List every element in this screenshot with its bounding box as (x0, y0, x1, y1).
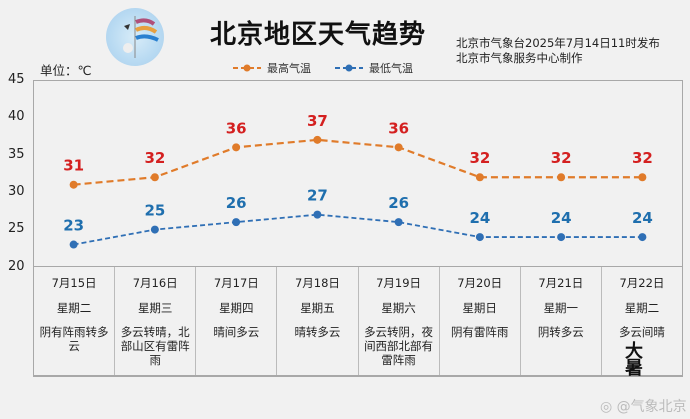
y-tick-25: 25 (8, 221, 25, 236)
forecast-day-4: 7月18日 星期五 晴转多云 (277, 267, 359, 375)
day-weekday: 星期二 (624, 301, 660, 315)
day-date: 7月22日 (619, 276, 665, 290)
data-point (475, 233, 484, 242)
weibo-icon: ◎ (600, 399, 613, 415)
forecast-day-2: 7月16日 星期三 多云转晴，北部山区有雷阵雨 (115, 267, 197, 375)
day-condition: 多云转阴，夜间西部北部有雷阵雨 (364, 325, 434, 367)
day-weekday: 星期五 (300, 301, 335, 315)
meteorological-service-logo (106, 8, 164, 66)
issuer-line-2: 北京市气象服务中心制作 (456, 51, 583, 65)
forecast-day-5: 7月19日 星期六 多云转阴，夜间西部北部有雷阵雨 (359, 267, 440, 375)
data-label: 37 (307, 112, 328, 130)
forecast-day-1: 7月15日 星期二 阴有阵雨转多云 (34, 267, 116, 375)
data-point (394, 143, 403, 152)
data-label: 32 (144, 149, 165, 167)
data-label: 24 (632, 209, 653, 227)
forecast-day-3: 7月17日 星期四 晴间多云 (196, 267, 278, 375)
day-weekday: 星期二 (56, 301, 92, 315)
data-point (557, 173, 566, 182)
legend-low: 最低气温 (334, 60, 413, 76)
data-point (150, 173, 159, 182)
data-point (394, 218, 403, 227)
data-label: 23 (63, 217, 84, 235)
data-label: 36 (388, 119, 409, 137)
day-condition: 阴有阵雨转多云 (39, 325, 109, 353)
issuer-info: 北京市气象台2025年7月14日11时发布 北京市气象服务中心制作 (456, 36, 660, 66)
y-tick-30: 30 (8, 184, 25, 199)
data-point (557, 233, 566, 242)
watermark-text: @气象北京 (616, 399, 687, 415)
forecast-day-7: 7月21日 星期一 阴转多云 (521, 267, 602, 375)
data-label: 27 (307, 187, 328, 205)
solar-term-seal: 大暑 (625, 341, 643, 379)
day-condition: 晴间多云 (213, 325, 260, 339)
day-weekday: 星期三 (137, 301, 173, 315)
data-point (150, 225, 159, 234)
data-label: 26 (388, 194, 409, 212)
day-condition: 多云间晴 (618, 325, 665, 339)
legend-high-label: 最高气温 (267, 62, 311, 75)
day-condition: 阴有雷阵雨 (450, 325, 509, 339)
day-condition: 多云转晴，北部山区有雷阵雨 (120, 325, 190, 367)
data-point (69, 240, 78, 249)
data-label: 32 (632, 149, 653, 167)
y-tick-20: 20 (8, 259, 25, 274)
y-tick-40: 40 (8, 109, 25, 124)
day-condition: 晴转多云 (294, 325, 341, 339)
forecast-day-6: 7月20日 星期日 阴有雷阵雨 (440, 267, 521, 375)
data-point (313, 210, 322, 219)
day-condition: 阴转多云 (537, 325, 584, 339)
day-date: 7月15日 (51, 276, 97, 290)
data-point (232, 143, 241, 152)
legend-low-label: 最低气温 (369, 62, 413, 75)
data-point (69, 180, 78, 189)
data-point (638, 173, 647, 182)
legend-low-marker-icon (335, 64, 363, 72)
data-point (313, 135, 322, 144)
forecast-table: 7月15日 星期二 阴有阵雨转多云 7月16日 星期三 多云转晴，北部山区有雷阵… (33, 267, 683, 377)
data-label: 26 (226, 194, 247, 212)
day-date: 7月17日 (213, 276, 259, 290)
data-point (232, 218, 241, 227)
low-temp-line (73, 213, 643, 246)
data-point (638, 233, 647, 242)
unit-label: 单位：℃ (40, 63, 92, 78)
chart-plot-area (33, 80, 683, 267)
data-label: 31 (63, 157, 84, 175)
day-weekday: 星期六 (381, 301, 416, 315)
data-label: 24 (469, 209, 490, 227)
data-label: 32 (469, 149, 490, 167)
forecast-day-8: 7月22日 星期二 多云间晴 (602, 267, 682, 375)
day-weekday: 星期日 (462, 301, 497, 315)
y-tick-35: 35 (8, 147, 25, 162)
day-date: 7月16日 (132, 276, 178, 290)
data-label: 25 (144, 202, 165, 220)
day-date: 7月19日 (376, 276, 422, 290)
day-date: 7月18日 (294, 276, 340, 290)
day-weekday: 星期一 (543, 301, 579, 315)
issuer-line-1: 北京市气象台2025年7月14日11时发布 (456, 36, 660, 50)
high-temp-line (73, 138, 643, 186)
legend-high: 最高气温 (232, 60, 311, 76)
data-label: 24 (551, 209, 572, 227)
day-weekday: 星期四 (219, 301, 254, 315)
weibo-watermark: ◎ @气象北京 (600, 396, 687, 416)
legend-high-marker-icon (233, 64, 261, 72)
y-tick-45: 45 (8, 72, 25, 87)
data-point (475, 173, 484, 182)
data-label: 36 (226, 119, 247, 137)
day-date: 7月21日 (538, 276, 584, 290)
page-title: 北京地区天气趋势 (210, 20, 427, 50)
data-label: 32 (551, 149, 572, 167)
day-date: 7月20日 (457, 276, 503, 290)
